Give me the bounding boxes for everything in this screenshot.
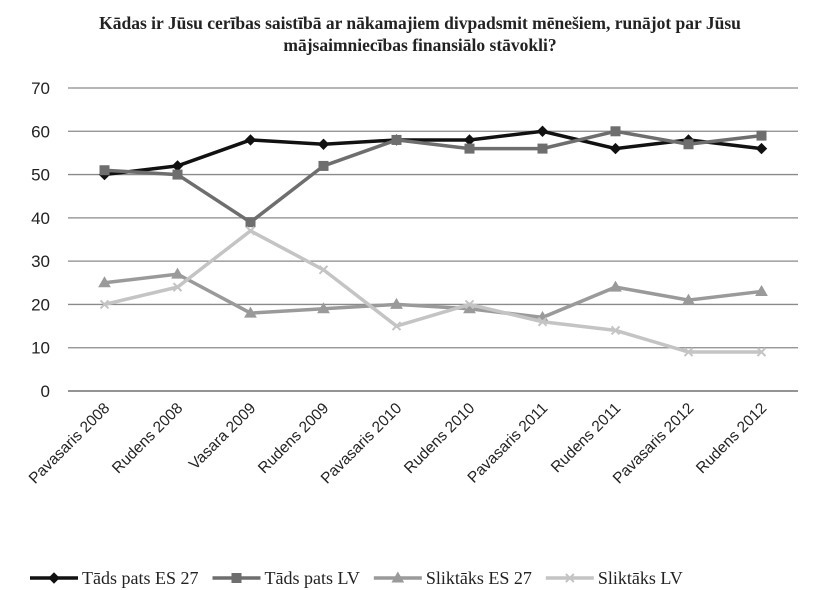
y-tick-label: 10 [31, 339, 50, 358]
x-tick-label: Pavasaris 2008 [26, 400, 114, 488]
y-tick-label: 40 [31, 209, 50, 228]
y-tick-label: 0 [41, 382, 50, 401]
marker [172, 282, 183, 292]
x-tick-label: Rudens 2010 [401, 400, 478, 477]
x-tick-label: Vasara 2009 [186, 400, 259, 473]
marker [464, 143, 475, 154]
legend-label: Tāds pats ES 27 [82, 568, 199, 588]
marker [317, 302, 330, 314]
series-line [104, 129, 762, 177]
marker [172, 169, 183, 180]
legend-label: Sliktāks LV [598, 568, 683, 588]
marker [536, 125, 549, 137]
marker [245, 217, 256, 228]
marker [610, 325, 621, 336]
x-tick-label: Rudens 2009 [255, 400, 332, 477]
y-tick-label: 30 [31, 252, 50, 271]
marker [391, 571, 405, 583]
marker [537, 143, 548, 154]
marker [682, 293, 695, 305]
marker [244, 134, 257, 146]
y-tick-label: 20 [31, 295, 50, 314]
marker [609, 280, 622, 292]
marker [171, 267, 184, 279]
chart-title: Kādas ir Jūsu cerības saistībā ar nākama… [99, 13, 741, 55]
x-tick-label: Rudens 2012 [693, 400, 770, 477]
marker [244, 306, 257, 318]
marker [391, 134, 402, 145]
marker [98, 276, 111, 288]
legend-item: Tāds pats ES 27 [30, 568, 199, 588]
marker [610, 126, 621, 137]
marker [171, 160, 184, 172]
y-tick-label: 60 [31, 122, 50, 141]
series-line [104, 228, 762, 354]
series-line [104, 129, 762, 225]
legend-label: Sliktāks ES 27 [426, 568, 532, 588]
series-line [104, 272, 762, 320]
legend-label: Tāds pats LV [265, 568, 360, 588]
x-tick-label: Pavasaris 2011 [465, 400, 552, 487]
marker [756, 130, 767, 141]
marker [565, 573, 575, 583]
marker [463, 134, 476, 146]
legend-item: Tāds pats LV [212, 568, 360, 588]
x-tick-label: Rudens 2008 [109, 400, 186, 477]
legend-item: Sliktāks ES 27 [373, 568, 532, 588]
x-tick-label: Rudens 2011 [548, 400, 624, 476]
marker [537, 317, 548, 327]
y-tick-label: 70 [31, 79, 50, 98]
marker [318, 160, 329, 171]
marker [231, 573, 242, 583]
marker [609, 142, 622, 155]
marker [755, 142, 768, 155]
marker [318, 265, 329, 275]
marker [317, 138, 330, 150]
marker [390, 297, 403, 309]
marker [683, 139, 694, 150]
marker [756, 347, 767, 357]
marker [48, 572, 60, 584]
marker [99, 299, 110, 310]
marker [683, 347, 694, 357]
y-tick-label: 50 [31, 166, 50, 185]
legend-item: Sliktāks LV [545, 568, 683, 588]
marker [391, 321, 402, 331]
marker [99, 165, 110, 176]
marker [755, 284, 768, 296]
marker [464, 299, 475, 310]
marker [245, 226, 256, 236]
